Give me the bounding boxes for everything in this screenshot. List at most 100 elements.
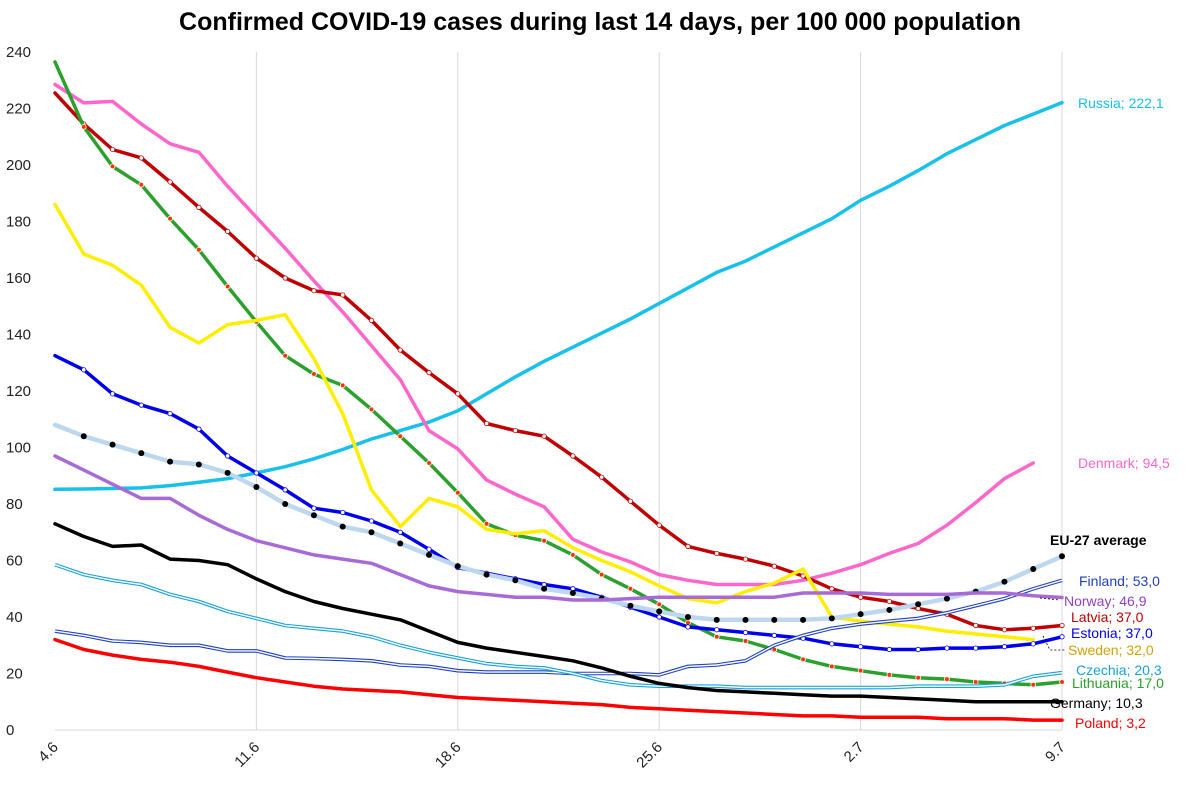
y-tick-label: 60 bbox=[6, 553, 23, 570]
series-label-germany: Germany; 10,3 bbox=[1050, 695, 1143, 711]
data-point bbox=[282, 352, 288, 359]
data-point bbox=[742, 556, 749, 562]
data-point bbox=[656, 614, 662, 620]
data-point bbox=[512, 427, 518, 434]
data-point bbox=[627, 498, 634, 504]
data-point bbox=[454, 563, 461, 570]
data-point bbox=[397, 433, 404, 440]
data-point bbox=[368, 406, 375, 413]
data-point bbox=[167, 458, 174, 465]
data-point bbox=[742, 638, 749, 644]
series-latvia bbox=[53, 91, 1065, 633]
data-point bbox=[426, 370, 432, 376]
series-label-norway: Norway; 46,9 bbox=[1064, 593, 1147, 609]
data-point bbox=[1059, 622, 1065, 629]
data-point bbox=[943, 595, 950, 602]
series-line bbox=[53, 522, 1064, 704]
data-point bbox=[1059, 679, 1065, 685]
data-point bbox=[454, 489, 461, 496]
data-point bbox=[1030, 565, 1037, 572]
data-point bbox=[800, 616, 807, 623]
data-point bbox=[771, 563, 777, 569]
y-tick-label: 80 bbox=[6, 496, 23, 513]
data-point bbox=[541, 585, 548, 592]
data-point bbox=[714, 550, 720, 557]
data-point bbox=[512, 577, 519, 584]
data-point bbox=[1030, 625, 1036, 631]
data-point bbox=[1001, 627, 1008, 633]
data-point bbox=[368, 317, 375, 323]
series-line bbox=[53, 637, 1064, 722]
series-russia bbox=[53, 100, 1064, 492]
series-labels: Russia; 222,1 Denmark; 94,5 Latvia; 37,0 Li… bbox=[1039, 95, 1170, 731]
data-point bbox=[368, 518, 375, 524]
data-point bbox=[857, 644, 864, 650]
series-layer bbox=[52, 60, 1065, 722]
data-point bbox=[109, 441, 116, 448]
data-point bbox=[1030, 681, 1037, 688]
data-point bbox=[397, 540, 404, 547]
data-point bbox=[339, 382, 346, 389]
data-point bbox=[656, 522, 662, 528]
data-point bbox=[339, 523, 346, 530]
data-point bbox=[340, 509, 346, 516]
data-point bbox=[656, 601, 662, 608]
x-tick-label: 9.7 bbox=[1042, 739, 1069, 766]
data-point bbox=[426, 546, 432, 552]
series-line bbox=[53, 454, 1064, 602]
series-czechia bbox=[54, 562, 1063, 690]
data-point bbox=[742, 616, 749, 623]
data-point bbox=[81, 367, 87, 373]
x-tick-label: 2.7 bbox=[841, 739, 868, 766]
series-label-czechia: Czechia; 20,3 bbox=[1076, 662, 1162, 678]
data-point bbox=[253, 255, 259, 261]
data-point bbox=[109, 163, 116, 170]
series-label-russia: Russia; 222,1 bbox=[1078, 95, 1164, 111]
series-line bbox=[53, 60, 1064, 687]
series-eu-27-average bbox=[52, 422, 1065, 623]
data-point bbox=[886, 646, 892, 653]
data-point bbox=[857, 667, 864, 674]
data-point bbox=[915, 601, 922, 608]
data-point bbox=[541, 433, 547, 439]
y-tick-label: 140 bbox=[6, 327, 31, 344]
data-point bbox=[886, 598, 892, 605]
data-point bbox=[1001, 578, 1008, 585]
y-tick-label: 240 bbox=[6, 44, 31, 61]
series-sweden bbox=[53, 202, 1035, 642]
data-point bbox=[915, 674, 921, 681]
data-point bbox=[167, 215, 173, 222]
data-point bbox=[253, 484, 260, 491]
data-point bbox=[570, 552, 576, 558]
data-point bbox=[599, 474, 605, 480]
y-tick-label: 100 bbox=[6, 440, 31, 457]
data-point bbox=[167, 179, 173, 185]
data-point bbox=[340, 292, 346, 298]
data-point bbox=[109, 146, 116, 153]
x-tick-label: 4.6 bbox=[35, 739, 62, 766]
data-point bbox=[282, 487, 288, 493]
data-point bbox=[684, 614, 691, 620]
data-point bbox=[1030, 641, 1036, 647]
series-line bbox=[53, 100, 1064, 492]
x-tick-label: 18.6 bbox=[432, 739, 465, 772]
data-point bbox=[742, 629, 749, 636]
data-point bbox=[713, 616, 720, 623]
series-label-denmark: Denmark; 94,5 bbox=[1078, 455, 1170, 471]
data-point bbox=[685, 543, 691, 549]
series-line-inner bbox=[54, 564, 1063, 689]
series-estonia bbox=[53, 353, 1065, 653]
data-point bbox=[656, 608, 663, 615]
data-point bbox=[829, 586, 835, 592]
data-point bbox=[483, 520, 490, 527]
data-point bbox=[225, 228, 231, 234]
data-point bbox=[196, 204, 202, 210]
series-label-sweden: Sweden; 32,0 bbox=[1068, 642, 1154, 658]
series-norway bbox=[53, 454, 1064, 602]
data-point bbox=[138, 155, 144, 161]
grid-layer bbox=[255, 52, 1063, 730]
series-finland bbox=[54, 578, 1063, 677]
y-tick-label: 180 bbox=[6, 214, 31, 231]
data-point bbox=[857, 594, 864, 600]
